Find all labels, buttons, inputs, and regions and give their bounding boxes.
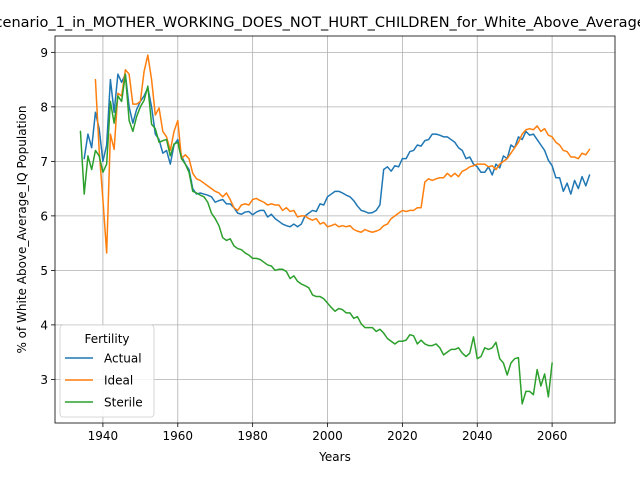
x-tick-label: 2060: [537, 429, 568, 443]
grid-lines: [55, 36, 615, 423]
x-tick-label: 2020: [387, 429, 418, 443]
y-tick-label: 8: [40, 100, 48, 114]
y-tick-label: 5: [40, 264, 48, 278]
series-line-ideal: [94, 54, 591, 254]
y-axis-label: % of White Above_Average_IQ Population: [15, 105, 29, 353]
legend-label-sterile: Sterile: [104, 396, 143, 410]
legend-title: Fertility: [84, 332, 129, 346]
series-lines: [79, 54, 591, 405]
x-tick-label: 1960: [163, 429, 194, 443]
legend: Fertility Actual Ideal Sterile: [59, 324, 155, 418]
x-tick-label: 1980: [237, 429, 268, 443]
y-tick-label: 3: [40, 373, 48, 387]
series-line-sterile: [79, 73, 553, 405]
series-line-actual: [83, 73, 591, 228]
chart-title: Scenario_1_in_MOTHER_WORKING_DOES_NOT_HU…: [0, 15, 640, 31]
plot-frame: [54, 35, 616, 424]
y-axis-ticks: 3 4 5 6 7 8 9: [40, 46, 55, 387]
y-tick-label: 7: [40, 155, 48, 169]
legend-box: [59, 324, 155, 418]
x-tick-label: 1940: [88, 429, 119, 443]
x-tick-label: 2000: [312, 429, 343, 443]
legend-label-ideal: Ideal: [104, 374, 133, 388]
legend-label-actual: Actual: [104, 352, 142, 366]
y-tick-label: 9: [40, 46, 48, 60]
y-tick-label: 4: [40, 318, 48, 332]
x-tick-label: 2040: [462, 429, 493, 443]
y-tick-label: 6: [40, 209, 48, 223]
x-axis-ticks: 1940 1960 1980 2000 2020 2040 2060: [88, 423, 568, 443]
x-axis-label: Years: [318, 450, 351, 464]
